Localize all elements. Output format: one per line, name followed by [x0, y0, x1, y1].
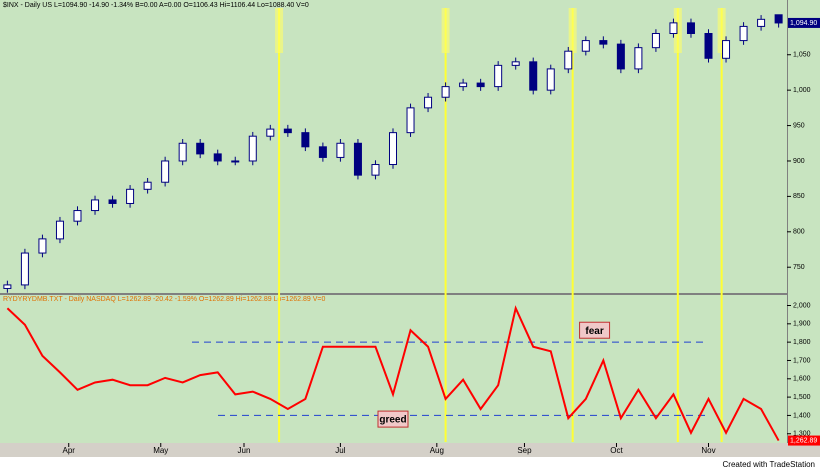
x-tick-label: Jul	[335, 446, 345, 455]
x-tick-label: Jun	[238, 446, 251, 455]
candle-body	[38, 238, 47, 254]
y-tick-label: 2,000	[793, 302, 811, 309]
candle-body	[108, 199, 117, 204]
indicator-line	[6, 305, 780, 442]
candle-body	[459, 82, 468, 88]
top-header: $INX - Daily US L=1094.90 -14.90 -1.34% …	[3, 2, 309, 9]
annotation-box	[377, 410, 409, 428]
candle-body	[161, 160, 170, 183]
y-tick-label: 1,300	[793, 431, 811, 438]
y-tick-label: 1,500	[793, 394, 811, 401]
candle-body	[722, 40, 731, 59]
last-price-box	[788, 435, 820, 446]
time-axis	[0, 443, 820, 457]
candle-body	[196, 142, 205, 155]
candle-body	[283, 128, 292, 134]
bottom-header: RYDYRYDMB.TXT - Daily NASDAQ L=1262.89 -…	[3, 296, 325, 303]
x-tick-label: Sep	[517, 446, 532, 455]
highlight-band	[673, 8, 682, 53]
price-axis-border	[787, 0, 788, 444]
y-tick-label: 1,700	[793, 357, 811, 364]
candle-body	[3, 284, 12, 289]
x-tick-label: Aug	[430, 446, 444, 455]
candle-body	[143, 181, 152, 190]
annotation: fear	[585, 326, 603, 337]
highlight-band	[275, 8, 284, 53]
candle-body	[476, 82, 485, 88]
candle-body	[546, 68, 555, 91]
candle-body	[739, 25, 748, 42]
y-tick-label: 900	[793, 158, 805, 165]
candle-body	[266, 128, 275, 137]
last-price-label: 1,262.89	[790, 437, 817, 444]
candle-body	[178, 142, 187, 162]
x-tick-label: May	[153, 446, 168, 455]
candle-body	[441, 86, 450, 98]
y-tick-label: 850	[793, 193, 805, 200]
x-tick-label: Nov	[701, 446, 715, 455]
candle-body	[353, 142, 362, 176]
candle-body	[529, 61, 538, 91]
y-tick-label: 800	[793, 229, 805, 236]
candle-body	[511, 61, 520, 66]
candle-body	[564, 50, 573, 70]
candle-body	[616, 43, 625, 70]
candle-body	[301, 132, 310, 148]
candle-body	[20, 252, 29, 286]
last-price-box	[788, 17, 820, 28]
highlight-band	[717, 8, 726, 53]
panel-divider	[0, 293, 787, 295]
candle-body	[389, 132, 397, 166]
highlight-band	[568, 8, 577, 53]
x-tick-label: Oct	[610, 446, 623, 455]
candle-body	[634, 47, 643, 70]
candle-body	[704, 32, 713, 59]
candle-body	[757, 18, 766, 27]
annotation-box	[579, 321, 611, 339]
x-tick-label: Apr	[63, 446, 76, 455]
footer-bar	[0, 457, 820, 471]
candle-body	[91, 199, 100, 212]
candle-body	[371, 164, 380, 176]
candle-body	[126, 188, 135, 204]
candle-body	[231, 160, 240, 163]
candle-body	[581, 40, 590, 52]
candle-body	[213, 153, 222, 162]
candle-body	[686, 22, 695, 34]
y-tick-label: 1,600	[793, 376, 811, 383]
y-tick-label: 1,800	[793, 339, 811, 346]
candle-body	[599, 40, 608, 45]
y-tick-label: 1,050	[793, 52, 811, 59]
candle-body	[774, 14, 783, 24]
y-tick-label: 1,900	[793, 321, 811, 328]
candle-body	[669, 22, 678, 34]
y-tick-label: 1,400	[793, 412, 811, 419]
footer: Created with TradeStation	[723, 460, 816, 469]
candle-body	[406, 107, 415, 134]
candle-body	[494, 64, 503, 88]
annotation: greed	[379, 415, 406, 426]
candle-body	[248, 135, 257, 162]
candle-body	[55, 220, 64, 240]
candle-body	[651, 32, 660, 49]
y-tick-label: 750	[793, 264, 805, 271]
highlight-band	[441, 8, 450, 53]
candle-body	[336, 142, 345, 158]
last-price-label: 1,094.90	[790, 20, 817, 27]
candle-body	[424, 96, 433, 109]
candle-body	[318, 146, 327, 158]
candle-body	[73, 210, 82, 222]
y-tick-label: 950	[793, 122, 805, 129]
y-tick-label: 1,000	[793, 87, 811, 94]
